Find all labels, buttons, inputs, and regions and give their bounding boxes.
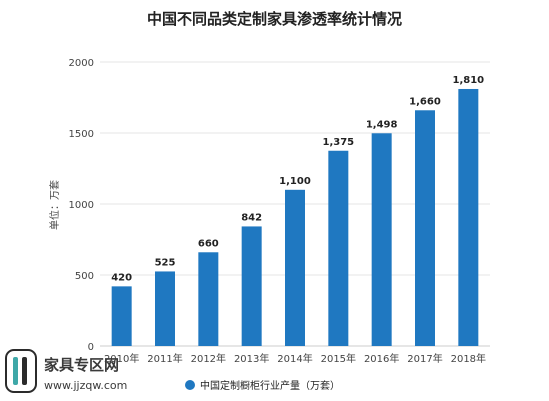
x-tick-label: 2015年 bbox=[321, 352, 356, 365]
y-axis-ticks: 0 500 1000 1500 2000 bbox=[69, 58, 94, 353]
x-tick-label: 2012年 bbox=[191, 352, 226, 365]
y-tick-label: 500 bbox=[75, 271, 94, 282]
bar bbox=[155, 271, 175, 346]
bar bbox=[111, 286, 132, 346]
x-tick-label: 2014年 bbox=[277, 352, 312, 365]
data-labels: 420 525 660 842 1,100 1,375 1,498 1,660 1,810 bbox=[111, 75, 484, 283]
bar bbox=[198, 252, 219, 346]
data-label: 660 bbox=[198, 238, 219, 249]
chart-title: 中国不同品类定制家具渗透率统计情况 bbox=[146, 10, 402, 28]
y-axis-label: 单位：万套 bbox=[48, 180, 61, 230]
x-tick-label: 2016年 bbox=[364, 352, 399, 365]
x-tick-label: 2017年 bbox=[407, 352, 442, 365]
data-label: 1,498 bbox=[366, 119, 398, 130]
bar bbox=[285, 189, 305, 346]
data-label: 842 bbox=[241, 212, 262, 223]
x-axis-ticks: 2010年 2011年 2012年 2013年 2014年 2015年 2016年 2017年… bbox=[104, 352, 486, 365]
data-label: 1,100 bbox=[279, 176, 311, 187]
bar bbox=[415, 110, 435, 346]
y-tick-label: 2000 bbox=[69, 58, 94, 69]
data-label: 1,660 bbox=[409, 96, 441, 107]
data-label: 420 bbox=[111, 272, 132, 283]
data-label: 525 bbox=[155, 257, 176, 268]
bar bbox=[371, 133, 392, 346]
x-tick-label: 2011年 bbox=[147, 352, 182, 365]
legend-label: 中国定制橱柜行业产量（万套） bbox=[200, 379, 340, 392]
bar bbox=[328, 150, 349, 346]
legend-marker bbox=[185, 380, 195, 390]
bar bbox=[458, 88, 479, 346]
y-tick-label: 1000 bbox=[69, 200, 94, 211]
site-logo: 家具专区网 www.jjzqw.com bbox=[5, 349, 127, 393]
y-tick-label: 0 bbox=[88, 342, 94, 353]
data-label: 1,375 bbox=[323, 137, 355, 148]
logo-frame-icon bbox=[5, 349, 37, 393]
x-tick-label: 2018年 bbox=[451, 352, 486, 365]
logo-site-url: www.jjzqw.com bbox=[44, 379, 127, 392]
logo-bar-icon bbox=[13, 357, 18, 385]
logo-bar-icon bbox=[22, 357, 27, 385]
y-tick-label: 1500 bbox=[69, 129, 94, 140]
legend: 中国定制橱柜行业产量（万套） bbox=[185, 379, 340, 392]
bars bbox=[111, 88, 479, 346]
x-tick-label: 2013年 bbox=[234, 352, 269, 365]
bar bbox=[241, 226, 262, 346]
data-label: 1,810 bbox=[453, 75, 485, 86]
x-tick-label: 2010年 bbox=[104, 352, 139, 365]
logo-site-name: 家具专区网 bbox=[44, 356, 119, 374]
